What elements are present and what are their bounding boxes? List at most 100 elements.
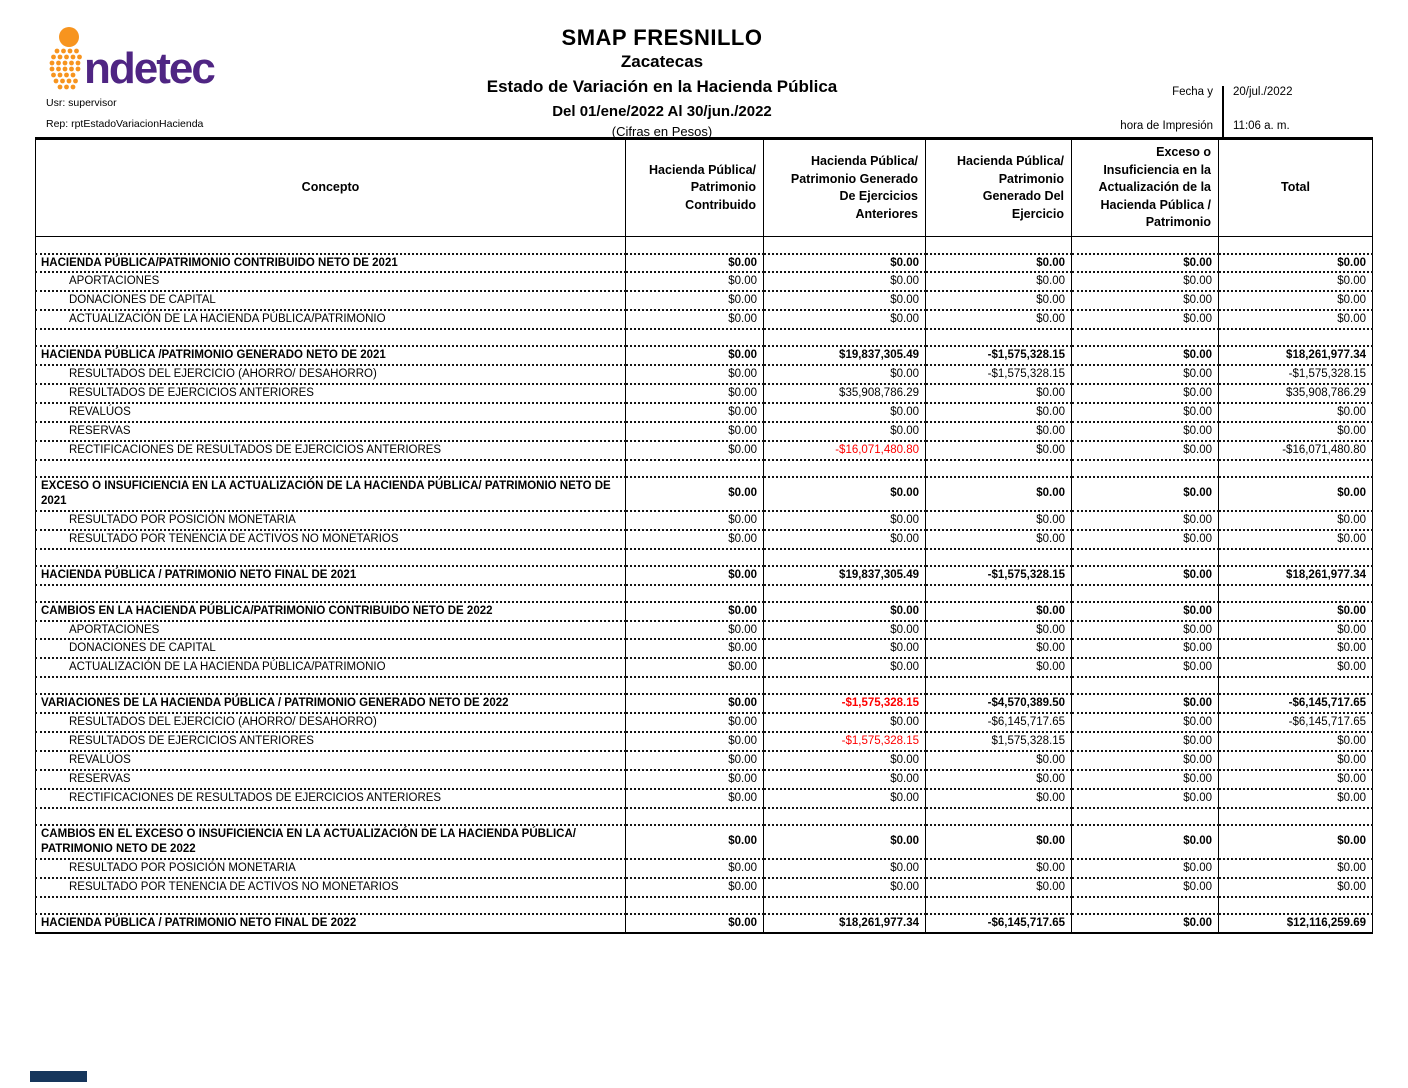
value-cell: $0.00 (1071, 770, 1219, 790)
user-line: Usr: supervisor (46, 97, 117, 109)
concept-cell: RESULTADO POR POSICIÓN MONETARIA (35, 510, 626, 531)
table-row (35, 329, 1373, 348)
value-cell: -$6,145,717.65 (1218, 713, 1373, 734)
value-cell: $0.00 (763, 751, 926, 772)
value-cell: $0.00 (625, 510, 764, 531)
value-cell: -$6,145,717.65 (925, 913, 1072, 934)
print-time-value: 11:06 a. m. (1233, 120, 1290, 132)
value-cell: $0.00 (1071, 620, 1219, 641)
table-row: HACIENDA PÚBLICA/PATRIMONIO CONTRIBUIDO … (35, 253, 1373, 274)
value-cell: $0.00 (763, 770, 926, 790)
value-cell: $0.00 (925, 403, 1072, 423)
value-cell: $0.00 (925, 529, 1072, 550)
value-cell (625, 896, 764, 915)
logo-wordmark: ndetec (84, 44, 215, 93)
value-cell: $0.00 (925, 751, 1072, 772)
value-cell: $0.00 (625, 789, 764, 809)
value-cell: $0.00 (763, 253, 926, 274)
value-cell: $0.00 (625, 346, 764, 367)
value-cell: $0.00 (763, 789, 926, 809)
concept-cell (35, 896, 626, 915)
value-cell: $0.00 (1218, 620, 1373, 641)
table-row (35, 677, 1373, 696)
value-cell: $0.00 (1071, 913, 1219, 934)
value-cell: -$1,575,328.15 (925, 365, 1072, 386)
value-cell: $0.00 (925, 440, 1072, 461)
value-cell: $0.00 (625, 858, 764, 879)
variation-report-table: Concepto Hacienda Pública/ Patrimonio Co… (35, 137, 1373, 934)
concept-cell: VARIACIONES DE LA HACIENDA PÚBLICA / PAT… (35, 694, 626, 715)
value-cell: $0.00 (625, 384, 764, 405)
value-cell (925, 584, 1072, 603)
value-cell: $0.00 (1071, 732, 1219, 753)
value-cell: $0.00 (763, 291, 926, 312)
value-cell: $0.00 (625, 272, 764, 293)
value-cell: $19,837,305.49 (763, 565, 926, 586)
value-cell: $0.00 (763, 620, 926, 641)
table-row: RESERVAS $0.00 $0.00 $0.00 $0.00 $0.00 (35, 770, 1373, 790)
table-row: CAMBIOS EN LA HACIENDA PÚBLICA/PATRIMONI… (35, 601, 1373, 622)
value-cell (763, 584, 926, 603)
value-cell (1218, 236, 1373, 255)
concept-cell: HACIENDA PÚBLICA/PATRIMONIO CONTRIBUIDO … (35, 253, 626, 274)
value-cell: $0.00 (1071, 694, 1219, 715)
value-cell: $0.00 (763, 639, 926, 660)
value-cell: $0.00 (763, 403, 926, 423)
value-cell: $0.00 (1071, 789, 1219, 809)
value-cell: -$4,570,389.50 (925, 694, 1072, 715)
value-cell: $0.00 (1071, 253, 1219, 274)
value-cell: $0.00 (625, 565, 764, 586)
print-time-label: hora de Impresión (1120, 120, 1213, 132)
value-cell: $0.00 (625, 440, 764, 461)
value-cell: $0.00 (763, 601, 926, 622)
print-date-value: 20/jul./2022 (1233, 86, 1293, 98)
value-cell: $0.00 (925, 789, 1072, 809)
concept-cell: RECTIFICACIONES DE RESULTADOS DE EJERCIC… (35, 440, 626, 461)
value-cell (763, 896, 926, 915)
value-cell (1218, 807, 1373, 826)
value-cell: $0.00 (925, 770, 1072, 790)
concept-cell: RESERVAS (35, 422, 626, 442)
value-cell: -$1,575,328.15 (925, 346, 1072, 367)
value-cell: $0.00 (1071, 346, 1219, 367)
value-cell (1071, 584, 1219, 603)
value-cell: $0.00 (925, 658, 1072, 679)
table-row: DONACIONES DE CAPITAL $0.00 $0.00 $0.00 $0.0… (35, 291, 1373, 312)
concept-cell: REVALÚOS (35, 751, 626, 772)
value-cell: $0.00 (625, 403, 764, 423)
value-cell: $1,575,328.15 (925, 732, 1072, 753)
table-row: RESULTADOS DEL EJERCICIO (AHORRO/ DESAHO… (35, 713, 1373, 734)
concept-cell: RECTIFICACIONES DE RESULTADOS DE EJERCIC… (35, 789, 626, 809)
value-cell: $0.00 (1218, 824, 1373, 860)
value-cell: $0.00 (1218, 789, 1373, 809)
value-cell: -$1,575,328.15 (763, 732, 926, 753)
value-cell (625, 329, 764, 348)
value-cell: $0.00 (625, 620, 764, 641)
page-footer-marker (30, 1071, 87, 1082)
report-meta: Usr: supervisor Rep: rptEstadoVariacionH… (46, 97, 203, 139)
value-cell: $0.00 (625, 658, 764, 679)
concept-cell: HACIENDA PÚBLICA /PATRIMONIO GENERADO NE… (35, 346, 626, 367)
value-cell: $18,261,977.34 (1218, 565, 1373, 586)
value-cell: -$6,145,717.65 (925, 713, 1072, 734)
value-cell: $0.00 (1218, 422, 1373, 442)
table-row: HACIENDA PÚBLICA /PATRIMONIO GENERADO NE… (35, 346, 1373, 367)
entity-title: SMAP FRESNILLO (561, 25, 763, 50)
value-cell: $0.00 (625, 713, 764, 734)
value-cell (763, 548, 926, 567)
value-cell: $0.00 (1218, 601, 1373, 622)
concept-cell: HACIENDA PÚBLICA / PATRIMONIO NETO FINAL… (35, 565, 626, 586)
value-cell (1071, 329, 1219, 348)
indetec-logo: ndetec (44, 24, 234, 101)
period-subtitle: Del 01/ene/2022 Al 30/jun./2022 (552, 103, 772, 120)
header-exceso-insuficiencia: Exceso o Insuficiencia en la Actualizaci… (1071, 137, 1219, 237)
value-cell: $0.00 (763, 713, 926, 734)
indetec-logo-graphic: ndetec (49, 27, 217, 93)
value-cell (925, 329, 1072, 348)
value-cell (925, 677, 1072, 696)
value-cell (763, 236, 926, 255)
value-cell: -$6,145,717.65 (1218, 694, 1373, 715)
value-cell (925, 548, 1072, 567)
concept-cell (35, 236, 626, 255)
value-cell: $0.00 (1218, 253, 1373, 274)
